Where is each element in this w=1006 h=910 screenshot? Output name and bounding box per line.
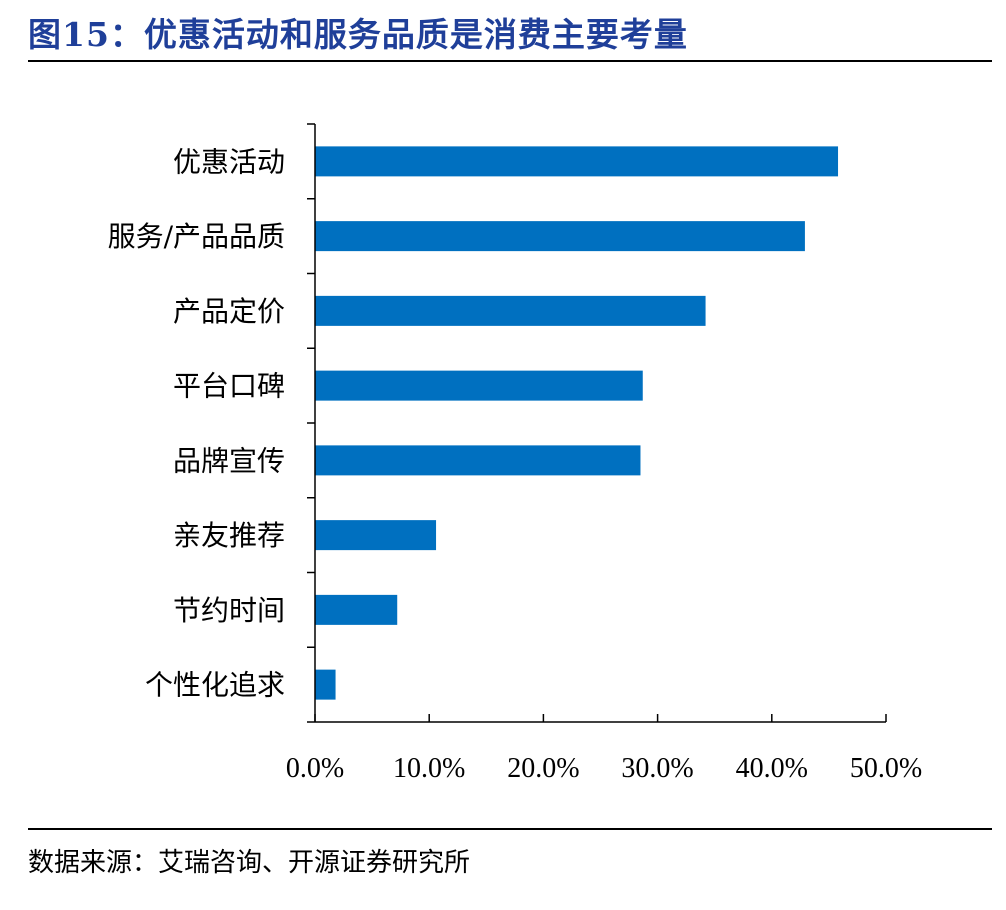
category-label: 服务/产品品质: [108, 220, 285, 253]
bar: [315, 221, 805, 252]
value-tick-label: 30.0%: [621, 753, 693, 784]
data-source-note: 数据来源：艾瑞咨询、开源证券研究所: [28, 848, 471, 878]
category-label: 个性化追求: [145, 669, 285, 702]
value-tick-label: 40.0%: [736, 753, 808, 784]
bar: [315, 669, 336, 700]
bar: [315, 146, 839, 177]
category-label: 平台口碑: [173, 370, 285, 403]
source-rule: [28, 828, 992, 830]
bar: [315, 295, 706, 326]
category-label: 优惠活动: [173, 145, 285, 178]
figure-title: 图15：优惠活动和服务品质是消费主要考量: [28, 15, 688, 54]
value-tick-label: 10.0%: [393, 753, 465, 784]
value-tick-label: 50.0%: [850, 753, 922, 784]
category-label: 品牌宣传: [173, 444, 285, 477]
category-label: 亲友推荐: [173, 519, 285, 552]
bar: [315, 370, 643, 401]
bar: [315, 594, 398, 625]
bar: [315, 445, 641, 476]
bar: [315, 520, 437, 551]
category-label: 节约时间: [173, 594, 285, 627]
category-label: 产品定价: [173, 295, 285, 328]
value-tick-label: 0.0%: [286, 753, 344, 784]
title-rule: [28, 60, 992, 62]
value-tick-label: 20.0%: [507, 753, 579, 784]
